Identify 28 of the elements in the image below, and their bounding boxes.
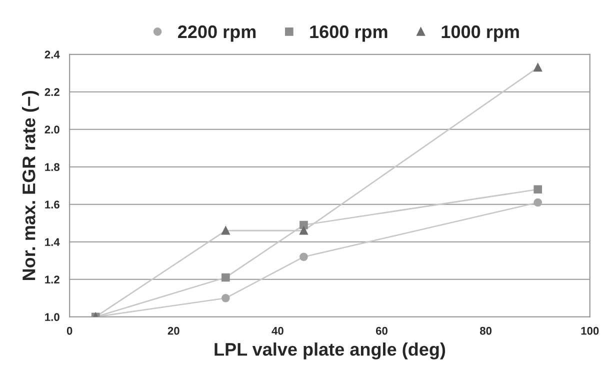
y-tick-label: 2.0 [44, 126, 60, 134]
legend-label: 1600 rpm [310, 25, 388, 42]
point [534, 63, 542, 72]
x-axis-title: LPL valve plate angle (deg) [214, 342, 446, 360]
y-tick-label: 1.2 [45, 276, 60, 284]
x-tick-label: 100 [581, 326, 599, 335]
y-tick-label: 1.4 [45, 238, 60, 246]
legend-label: 1000 rpm [442, 25, 519, 42]
point [222, 294, 230, 302]
point [300, 226, 308, 235]
y-tick-label: 2.2 [44, 88, 60, 96]
y-tick-label: 2.4 [44, 50, 60, 58]
x-tick-label: 0 [66, 326, 72, 335]
point [300, 220, 308, 230]
y-tick-label: 1.6 [45, 200, 60, 209]
point [534, 185, 542, 194]
y-axis-title: Nor. max. EGR rate (−) [22, 90, 39, 280]
point [222, 226, 230, 235]
point [222, 273, 230, 282]
point [534, 198, 542, 207]
legend-label: 2200 rpm [178, 25, 256, 42]
y-tick-label: 1.8 [45, 163, 60, 172]
x-tick-label: 20 [168, 326, 180, 335]
point [300, 252, 308, 262]
x-tick-label: 60 [376, 326, 388, 335]
x-tick-label: 80 [480, 326, 492, 335]
y-tick-label: 1.0 [45, 313, 60, 322]
x-tick-label: 40 [272, 326, 284, 335]
